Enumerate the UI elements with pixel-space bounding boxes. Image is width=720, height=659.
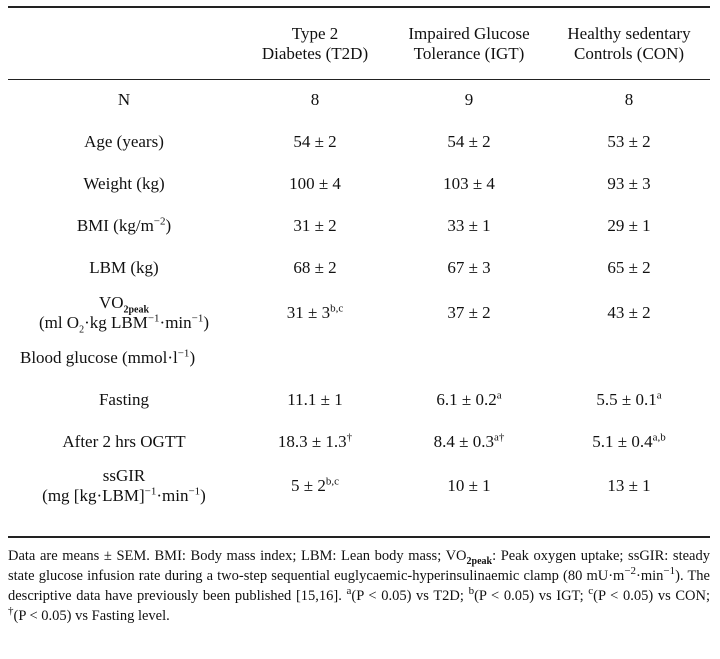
row-label: BMI (kg/m−2) bbox=[76, 215, 172, 235]
table-row: BMI (kg/m−2) 31 ± 2 33 ± 1 29 ± 1 bbox=[8, 205, 710, 247]
cell-igt: 9 bbox=[464, 90, 474, 109]
row-label: Weight (kg) bbox=[83, 174, 165, 193]
row-label: Blood glucose (mmol·l−1) bbox=[20, 347, 196, 367]
cell-igt: 67 ± 3 bbox=[447, 258, 491, 277]
cell-con: 53 ± 2 bbox=[607, 132, 651, 151]
cell-con: 8 bbox=[624, 90, 634, 109]
cell-t2d: 100 ± 4 bbox=[289, 174, 341, 193]
cell-igt: 10 ± 1 bbox=[447, 476, 491, 495]
row-label: LBM (kg) bbox=[89, 258, 159, 277]
header-igt: Impaired Glucose Tolerance (IGT) bbox=[408, 23, 530, 63]
table-row: Blood glucose (mmol·l−1) bbox=[8, 337, 710, 379]
cell-con: 13 ± 1 bbox=[607, 476, 651, 495]
cell-igt: 6.1 ± 0.2a bbox=[436, 389, 502, 409]
cell-igt: 33 ± 1 bbox=[447, 216, 491, 235]
cell-igt: 54 ± 2 bbox=[447, 132, 491, 151]
cell-t2d: 5 ± 2b,c bbox=[291, 475, 339, 495]
table-row: LBM (kg) 68 ± 2 67 ± 3 65 ± 2 bbox=[8, 247, 710, 289]
cell-con bbox=[548, 337, 710, 379]
cell-con: 29 ± 1 bbox=[607, 216, 651, 235]
cell-t2d: 11.1 ± 1 bbox=[287, 390, 343, 409]
cell-igt bbox=[390, 337, 548, 379]
header-row: Type 2 Diabetes (T2D) Impaired Glucose T… bbox=[8, 8, 710, 79]
row-label: After 2 hrs OGTT bbox=[62, 432, 186, 451]
header-rule bbox=[8, 79, 710, 80]
table-row: Fasting 11.1 ± 1 6.1 ± 0.2a 5.5 ± 0.1a bbox=[8, 379, 710, 421]
table-row: Weight (kg) 100 ± 4 103 ± 4 93 ± 3 bbox=[8, 163, 710, 205]
table-row: N 8 9 8 bbox=[8, 79, 710, 121]
row-label: N bbox=[117, 90, 131, 109]
cell-t2d: 68 ± 2 bbox=[293, 258, 337, 277]
data-table: Type 2 Diabetes (T2D) Impaired Glucose T… bbox=[8, 8, 710, 509]
cell-t2d: 18.3 ± 1.3† bbox=[277, 431, 353, 451]
cell-t2d: 31 ± 2 bbox=[293, 216, 337, 235]
table-row: After 2 hrs OGTT 18.3 ± 1.3† 8.4 ± 0.3a†… bbox=[8, 421, 710, 463]
row-label: VO2peak (ml O2·kg LBM−1·min−1) bbox=[38, 293, 210, 336]
table-row: VO2peak (ml O2·kg LBM−1·min−1) 31 ± 3b,c … bbox=[8, 289, 710, 337]
table-row: Age (years) 54 ± 2 54 ± 2 53 ± 2 bbox=[8, 121, 710, 163]
cell-con: 5.5 ± 0.1a bbox=[596, 389, 662, 409]
top-rule bbox=[8, 6, 710, 8]
cell-con: 93 ± 3 bbox=[607, 174, 651, 193]
header-con: Healthy sedentary Controls (CON) bbox=[567, 23, 691, 63]
table-footnote: Data are means ± SEM. BMI: Body mass ind… bbox=[8, 548, 711, 624]
header-blank bbox=[8, 8, 240, 79]
cell-igt: 103 ± 4 bbox=[443, 174, 495, 193]
cell-con: 65 ± 2 bbox=[607, 258, 651, 277]
cell-igt: 37 ± 2 bbox=[447, 303, 491, 322]
table-row: ssGIR (mg [kg·LBM]−1·min−1) 5 ± 2b,c 10 … bbox=[8, 463, 710, 509]
cell-igt: 8.4 ± 0.3a† bbox=[433, 431, 505, 451]
cell-con: 43 ± 2 bbox=[607, 303, 651, 322]
cell-t2d: 8 bbox=[310, 90, 320, 109]
cell-con: 5.1 ± 0.4a,b bbox=[592, 431, 666, 451]
table-figure: Type 2 Diabetes (T2D) Impaired Glucose T… bbox=[8, 6, 712, 646]
row-label: Fasting bbox=[98, 390, 150, 409]
cell-t2d: 31 ± 3b,c bbox=[286, 302, 344, 322]
bottom-rule bbox=[8, 536, 710, 538]
row-label: ssGIR (mg [kg·LBM]−1·min−1) bbox=[42, 466, 206, 505]
cell-t2d bbox=[240, 337, 390, 379]
header-t2d: Type 2 Diabetes (T2D) bbox=[261, 23, 369, 63]
row-label: Age (years) bbox=[84, 132, 164, 151]
cell-t2d: 54 ± 2 bbox=[293, 132, 337, 151]
